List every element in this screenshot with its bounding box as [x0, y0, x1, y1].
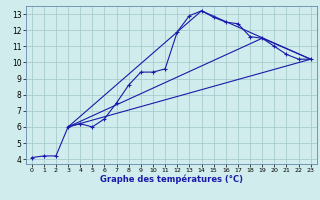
X-axis label: Graphe des températures (°C): Graphe des températures (°C) — [100, 175, 243, 184]
